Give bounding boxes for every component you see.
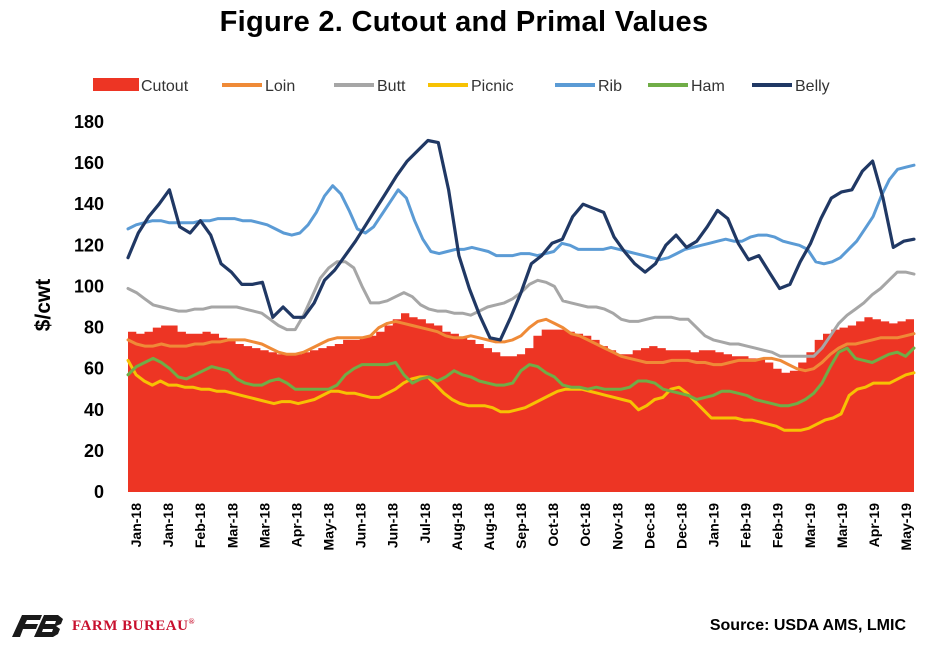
legend-label: Belly [795, 78, 830, 95]
series-line-rib [126, 163, 916, 266]
x-tick-label: Mar-18 [256, 503, 272, 548]
y-tick-label: 100 [74, 276, 104, 296]
x-tick-label: Dec-18 [641, 503, 657, 549]
series-line-picnic [126, 358, 916, 432]
x-tick-label: Nov-18 [609, 503, 625, 550]
series-line-loin [126, 317, 916, 373]
series-line-butt [126, 260, 916, 358]
legend-item-butt: Butt [334, 78, 406, 95]
legend-item-cutout: Cutout [93, 78, 189, 95]
farm-bureau-logo-icon [12, 615, 63, 637]
y-tick-label: 60 [84, 359, 104, 379]
legend-item-loin: Loin [222, 78, 295, 95]
x-tick-label: Oct-18 [577, 503, 593, 547]
x-tick-label: Feb-18 [192, 503, 208, 548]
y-tick-label: 20 [84, 441, 104, 461]
x-tick-label: Mar-19 [834, 503, 850, 548]
y-tick-label: 40 [84, 400, 104, 420]
x-tick-label: Oct-18 [545, 503, 561, 547]
plot-area [126, 138, 916, 492]
y-tick-label: 160 [74, 153, 104, 173]
x-tick-label: Aug-18 [481, 503, 497, 551]
y-axis-ticks: 0 20 40 60 80 100 120 140 160 180 [74, 112, 104, 502]
x-tick-label: Jan-18 [160, 503, 176, 548]
legend-swatch [93, 78, 139, 91]
source-note: Source: USDA AMS, LMIC [709, 617, 906, 634]
legend-label: Ham [691, 78, 725, 95]
x-tick-label: Jun-18 [385, 503, 401, 548]
x-tick-label: Feb-19 [738, 503, 754, 548]
legend: Cutout Loin Butt Picnic Rib Ham Belly [93, 78, 830, 95]
x-tick-label: Aug-18 [449, 503, 465, 551]
y-axis-label: $/cwt [32, 279, 55, 332]
legend-label: Cutout [141, 78, 189, 95]
legend-item-rib: Rib [555, 78, 622, 95]
legend-label: Rib [598, 78, 622, 95]
farm-bureau-logo: FARM BUREAU® [8, 610, 195, 642]
x-tick-label: Feb-19 [770, 503, 786, 548]
legend-label: Butt [377, 78, 406, 95]
x-tick-label: Jan-19 [706, 503, 722, 548]
x-tick-label: Jan-18 [128, 503, 144, 548]
legend-item-picnic: Picnic [428, 78, 514, 95]
x-tick-label: Apr-19 [866, 503, 882, 548]
x-tick-label: Mar-18 [224, 503, 240, 548]
series-line-belly [126, 138, 916, 342]
farm-bureau-logo-text: FARM BUREAU® [72, 617, 195, 634]
x-tick-label: Jul-18 [417, 503, 433, 544]
y-tick-label: 0 [94, 482, 104, 502]
x-tick-label: Apr-18 [288, 503, 304, 548]
series-area-cutout [128, 313, 914, 492]
x-tick-label: Mar-19 [802, 503, 818, 548]
x-tick-label: May-19 [898, 503, 914, 551]
y-tick-label: 80 [84, 318, 104, 338]
legend-item-belly: Belly [752, 78, 830, 95]
chart-title: Figure 2. Cutout and Primal Values [219, 6, 709, 38]
legend-label: Loin [265, 78, 295, 95]
legend-label: Picnic [471, 78, 514, 95]
x-tick-label: Sep-18 [513, 503, 529, 549]
x-tick-label: May-18 [321, 503, 337, 551]
x-tick-label: Jun-18 [353, 503, 369, 548]
x-tick-label: Dec-18 [673, 503, 689, 549]
y-tick-label: 120 [74, 235, 104, 255]
legend-item-ham: Ham [648, 78, 725, 95]
x-axis-ticks: Jan-18 Jan-18 Feb-18 Mar-18 Mar-18 Apr-18 May-… [128, 503, 914, 551]
y-tick-label: 140 [74, 194, 104, 214]
y-tick-label: 180 [74, 112, 104, 132]
series-line-ham [126, 346, 916, 408]
